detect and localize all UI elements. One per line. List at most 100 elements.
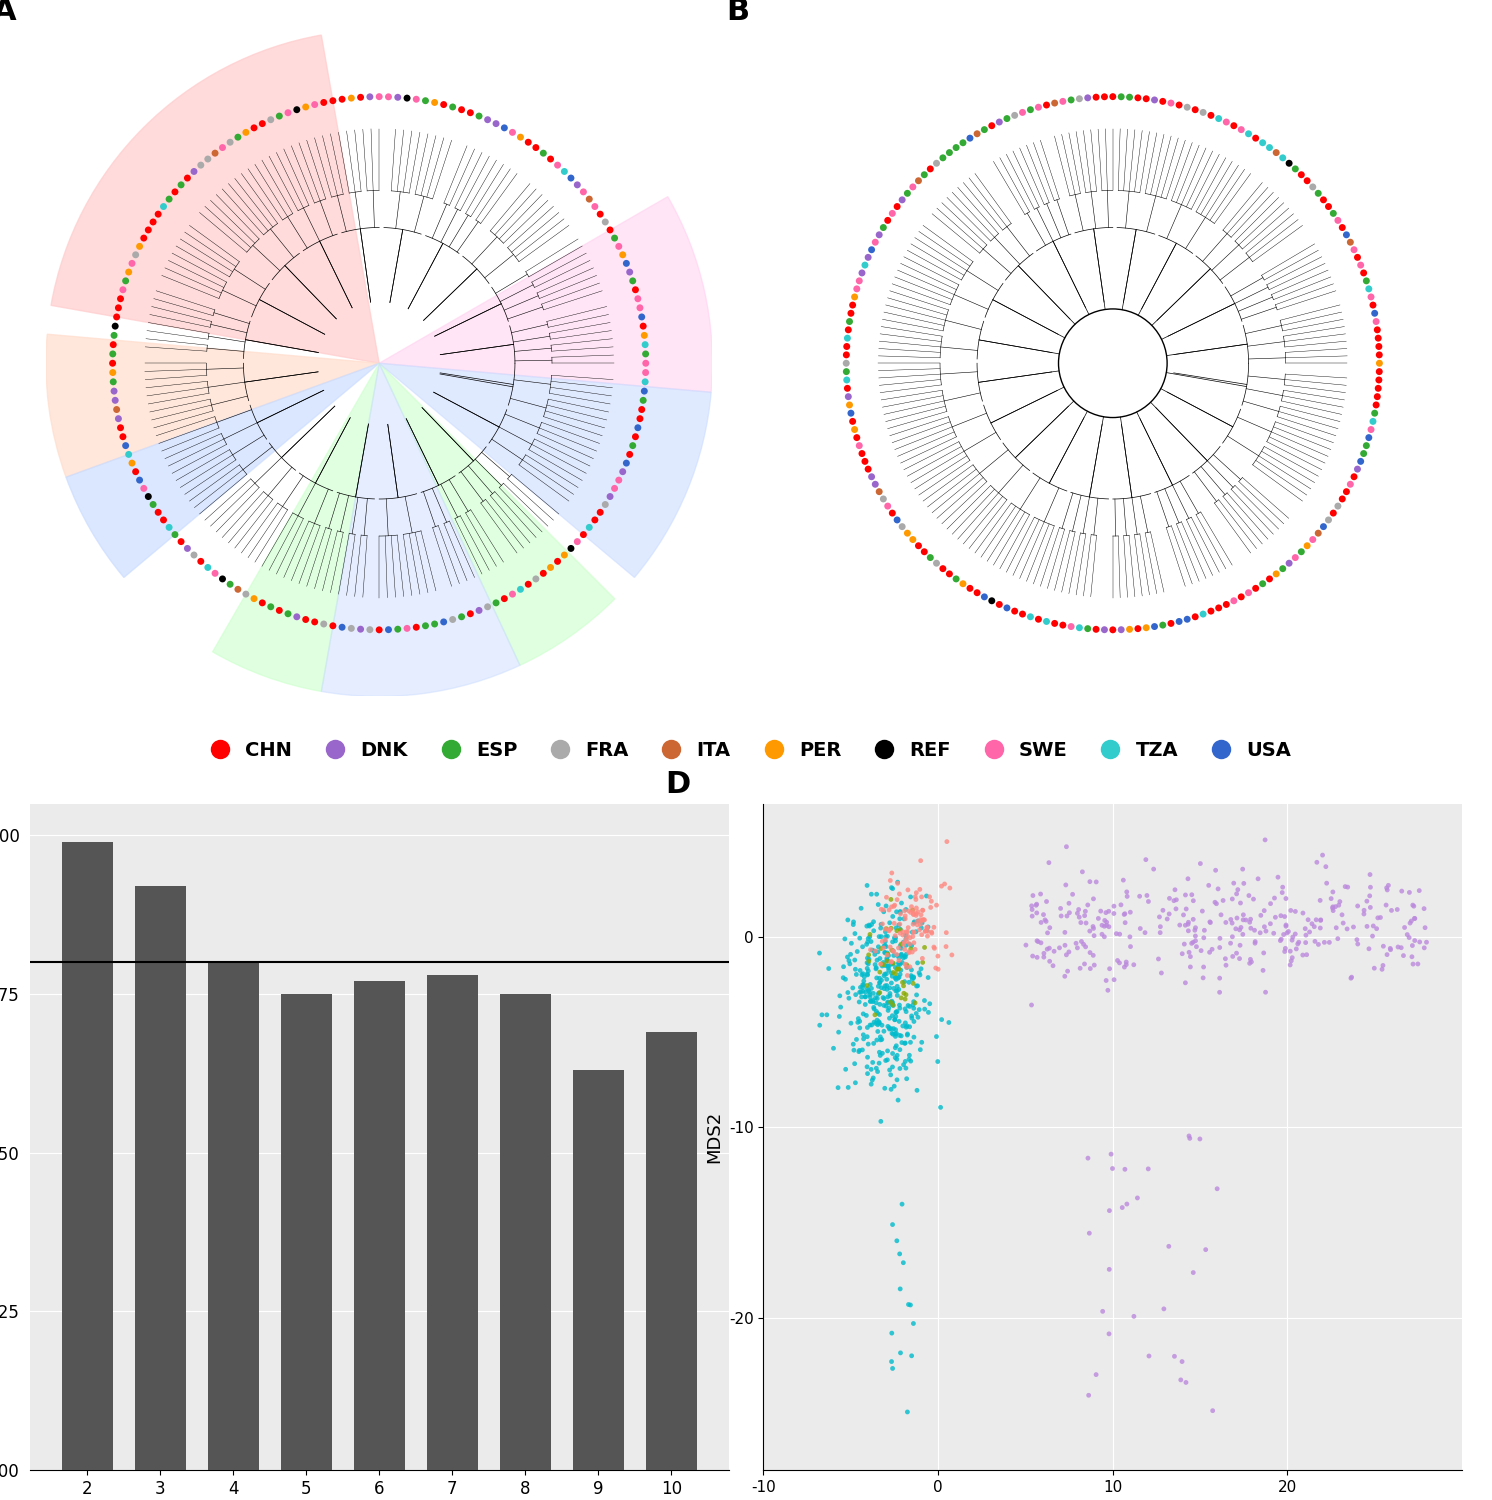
Point	[1252, 958, 1276, 982]
Point	[839, 1011, 862, 1035]
Point	[921, 921, 944, 945]
Point	[834, 360, 858, 384]
Bar	[427, 975, 477, 1470]
Point	[1277, 550, 1301, 574]
Point	[837, 948, 861, 972]
Point	[867, 924, 891, 948]
Point	[856, 927, 880, 951]
Point	[267, 104, 291, 128]
Point	[853, 986, 877, 1010]
Point	[594, 492, 618, 516]
Point	[1176, 867, 1200, 891]
Point	[1021, 944, 1044, 968]
Point	[916, 966, 940, 990]
Point	[1323, 894, 1347, 918]
Point	[104, 304, 128, 328]
Point	[1164, 888, 1188, 912]
Point	[1032, 908, 1056, 932]
Point	[110, 278, 134, 302]
Point	[965, 580, 989, 604]
Point	[294, 94, 318, 118]
Point	[937, 141, 961, 165]
Point	[627, 286, 651, 310]
Point	[1209, 903, 1232, 927]
Point	[1225, 906, 1249, 930]
Point	[1249, 903, 1273, 927]
Point	[810, 1004, 834, 1028]
Point	[868, 916, 892, 940]
Point	[871, 216, 895, 240]
Point	[571, 180, 595, 204]
Point	[1021, 904, 1044, 928]
Point	[862, 1032, 886, 1056]
Point	[386, 616, 410, 640]
Point	[1092, 86, 1116, 109]
Point	[904, 888, 928, 912]
Point	[1183, 915, 1207, 939]
Point	[1085, 1362, 1109, 1386]
Point	[119, 452, 143, 476]
Point	[855, 962, 879, 986]
Point	[870, 912, 894, 936]
Point	[891, 920, 915, 944]
Bar	[280, 994, 331, 1470]
Point	[874, 946, 898, 970]
Point	[1379, 938, 1402, 962]
Point	[1355, 915, 1379, 939]
Point	[839, 942, 862, 966]
Point	[995, 106, 1019, 130]
Point	[874, 948, 898, 972]
Point	[849, 975, 873, 999]
Point	[839, 952, 862, 976]
Point	[900, 1004, 924, 1028]
Point	[1237, 580, 1261, 604]
Point	[1271, 922, 1295, 946]
Point	[1035, 921, 1059, 945]
Point	[882, 951, 906, 975]
Point	[868, 1044, 892, 1068]
Point	[858, 982, 882, 1006]
Point	[837, 393, 861, 417]
Point	[607, 468, 631, 492]
Point	[1262, 921, 1286, 945]
Point	[1338, 230, 1362, 254]
Point	[891, 514, 915, 538]
Point	[867, 1011, 891, 1035]
Point	[833, 927, 856, 951]
Text: B: B	[727, 0, 749, 26]
Point	[897, 993, 921, 1017]
Point	[1359, 874, 1383, 898]
Point	[876, 494, 900, 517]
Point	[909, 957, 932, 981]
Point	[885, 968, 909, 992]
Wedge shape	[321, 363, 521, 696]
Point	[146, 202, 170, 226]
Point	[877, 944, 901, 968]
Point	[1050, 90, 1074, 114]
Point	[1331, 488, 1355, 512]
Point	[925, 892, 949, 916]
Point	[1277, 920, 1301, 944]
Point	[1219, 908, 1243, 932]
Point	[922, 934, 946, 958]
Point	[1413, 915, 1437, 939]
Point	[888, 1276, 912, 1300]
Point	[1402, 928, 1426, 952]
Point	[876, 948, 900, 972]
Point	[1331, 910, 1355, 934]
Point	[1122, 1305, 1146, 1329]
Point	[1070, 930, 1094, 954]
Point	[901, 528, 925, 552]
Point	[1273, 939, 1297, 963]
Point	[919, 896, 943, 920]
Point	[871, 934, 895, 958]
Point	[910, 910, 934, 934]
Point	[1077, 1221, 1101, 1245]
Point	[546, 549, 570, 573]
Point	[1408, 930, 1432, 954]
Point	[1367, 376, 1391, 400]
Point	[1188, 1126, 1212, 1150]
Point	[1291, 902, 1314, 926]
Point	[136, 484, 160, 508]
Point	[339, 86, 363, 109]
